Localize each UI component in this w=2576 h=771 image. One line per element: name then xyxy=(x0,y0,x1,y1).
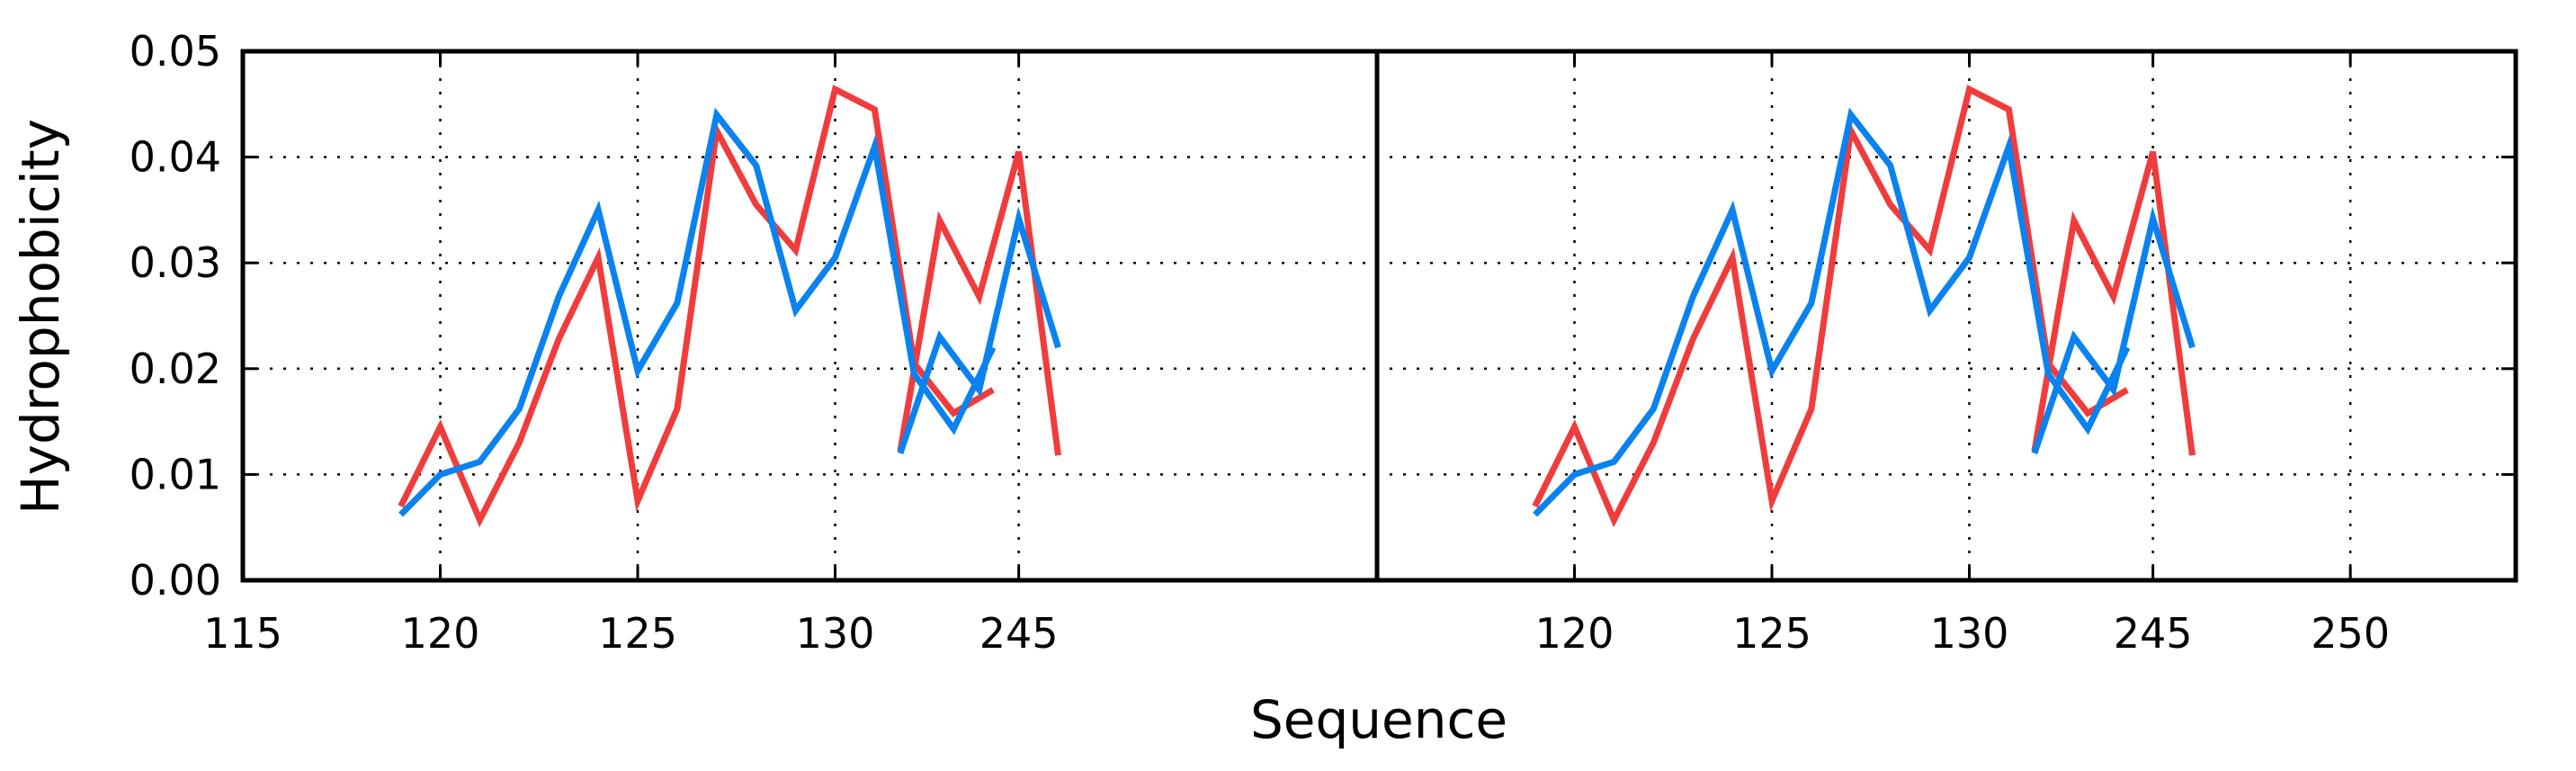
blue-series-line xyxy=(897,206,1061,455)
plot-frame xyxy=(240,49,2518,583)
grid-lines xyxy=(243,51,2516,580)
x-tick-label: 115 xyxy=(203,609,282,658)
y-tick-label: 0.01 xyxy=(130,450,221,498)
y-axis-label: Hydrophobicity xyxy=(10,119,71,515)
x-tick-label: 245 xyxy=(979,609,1059,658)
x-tick-label: 120 xyxy=(1535,609,1614,658)
red-series-line xyxy=(398,85,995,528)
blue-series-line xyxy=(1533,107,2131,517)
tick-labels: 0.00 0.01 0.02 0.03 0.04 0.05 115 120 125 130 245 1… xyxy=(130,27,2390,658)
axis-ticks xyxy=(241,49,2516,582)
red-series-line xyxy=(897,150,1061,456)
y-tick-label: 0.03 xyxy=(130,238,221,287)
x-tick-label: 245 xyxy=(2114,609,2193,658)
blue-series-line xyxy=(2031,206,2196,455)
x-tick-label: 130 xyxy=(796,609,875,658)
x-tick-label: 250 xyxy=(2311,609,2390,658)
blue-series-line xyxy=(398,107,997,517)
panel-frame xyxy=(1374,49,2518,583)
red-series-line xyxy=(2031,150,2196,456)
x-tick-label: 120 xyxy=(401,609,480,658)
y-tick-label: 0.05 xyxy=(130,27,221,76)
x-axis-label: Sequence xyxy=(1250,689,1507,750)
y-tick-label: 0.00 xyxy=(130,556,221,605)
x-tick-label: 125 xyxy=(1732,609,1811,658)
y-tick-label: 0.02 xyxy=(130,345,221,393)
x-tick-label: 125 xyxy=(598,609,677,658)
red-series-line xyxy=(1532,85,2129,528)
y-tick-label: 0.04 xyxy=(130,133,221,182)
series-layer xyxy=(398,85,2196,528)
x-tick-label: 130 xyxy=(1930,609,2009,658)
